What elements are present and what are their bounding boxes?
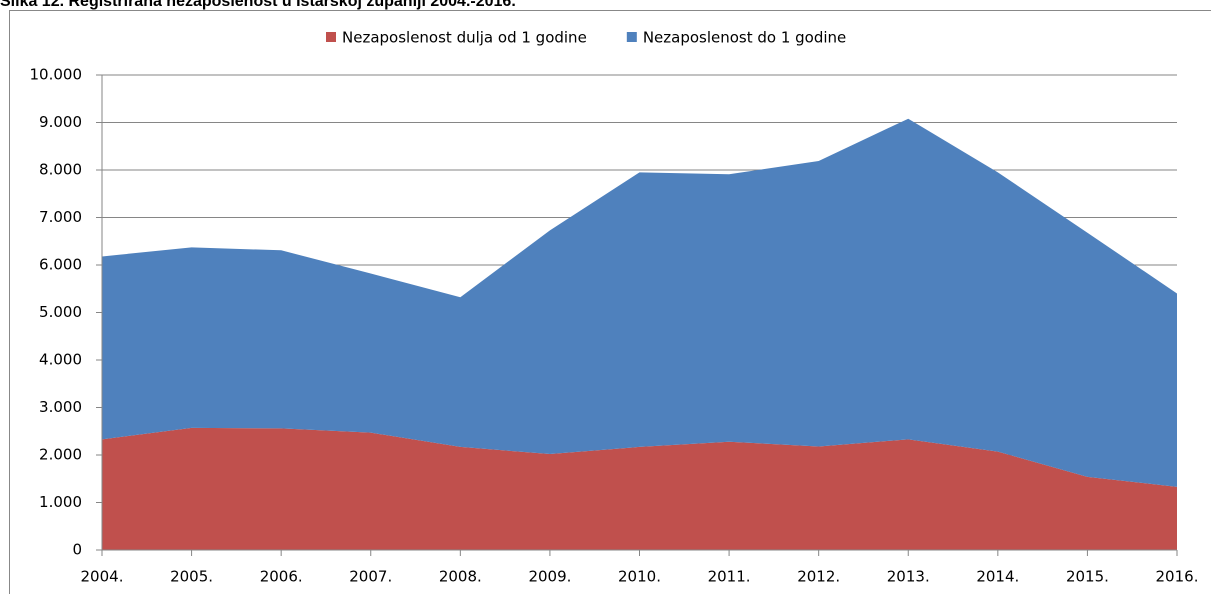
x-tick-label: 2008.: [439, 568, 482, 586]
y-tick-label: 3.000: [39, 398, 82, 416]
x-tick-label: 2013.: [887, 568, 930, 586]
y-tick-label: 2.000: [39, 446, 82, 464]
x-tick-label: 2016.: [1156, 568, 1199, 586]
legend-label: Nezaposlenost dulja od 1 godine: [342, 29, 587, 47]
legend-swatch: [326, 32, 336, 42]
y-tick-label: 7.000: [39, 208, 82, 226]
y-tick-label: 6.000: [39, 256, 82, 274]
x-tick-label: 2009.: [528, 568, 571, 586]
area: [102, 427, 1177, 550]
y-tick-label: 8.000: [39, 161, 82, 179]
x-tick-label: 2005.: [170, 568, 213, 586]
legend-swatch: [626, 32, 637, 42]
x-tick-label: 2011.: [708, 568, 751, 586]
x-tick-label: 2004.: [81, 568, 124, 586]
x-tick-label: 2012.: [797, 568, 840, 586]
y-tick-label: 10.000: [30, 66, 83, 84]
x-tick-label: 2015.: [1066, 568, 1109, 586]
legend-label: Nezaposlenost do 1 godine: [643, 29, 846, 47]
x-tick-label: 2014.: [976, 568, 1019, 586]
area: [102, 118, 1177, 487]
y-tick-label: 0: [72, 541, 82, 559]
x-tick-label: 2010.: [618, 568, 661, 586]
x-tick-label: 2006.: [260, 568, 303, 586]
y-tick-label: 9.000: [39, 113, 82, 131]
chart-frame: [9, 10, 1211, 594]
y-tick-label: 5.000: [39, 303, 82, 321]
y-tick-label: 1.000: [39, 493, 82, 511]
y-tick-label: 4.000: [39, 351, 82, 369]
chart-title: Slika 12. Registrirana nezaposlenost u I…: [0, 0, 516, 10]
x-tick-label: 2007.: [349, 568, 392, 586]
